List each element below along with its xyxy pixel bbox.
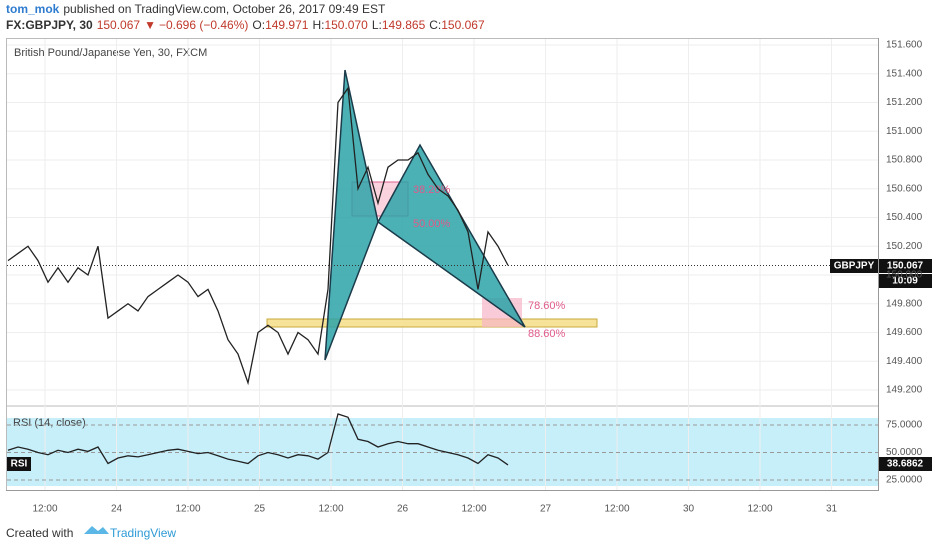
time-tick-label: 12:00 bbox=[318, 504, 343, 515]
fib-label: 38.20% bbox=[413, 184, 451, 196]
quote-line: FX:GBPJPY, 30 150.067 ▼ −0.696 (−0.46%) O:14… bbox=[6, 18, 485, 32]
time-tick-label: 12:00 bbox=[461, 504, 486, 515]
last: 150.067 bbox=[97, 18, 141, 32]
price-tick-label: 149.200 bbox=[886, 385, 923, 396]
ohlc-value: 149.971 bbox=[265, 18, 309, 32]
countdown-box bbox=[879, 274, 932, 288]
time-tick-label: 30 bbox=[683, 504, 695, 515]
rsi-value-box bbox=[879, 457, 932, 471]
ohlc-value: 149.865 bbox=[382, 18, 426, 32]
time-tick-label: 25 bbox=[254, 504, 266, 515]
chart-title: British Pound/Japanese Yen, 30, FXCM bbox=[14, 47, 207, 59]
pattern-bcd bbox=[377, 143, 526, 328]
ohlc-label: C: bbox=[429, 18, 441, 32]
time-tick-label: 12:00 bbox=[747, 504, 772, 515]
rsi-tag-box bbox=[7, 457, 31, 471]
grid bbox=[7, 39, 878, 490]
price-tick-label: 151.600 bbox=[886, 40, 923, 51]
symbol-tag-box bbox=[830, 259, 878, 273]
pattern-xab bbox=[324, 69, 379, 361]
rsi-value: 38.6862 bbox=[887, 459, 924, 470]
arrow: ▼ bbox=[144, 18, 156, 32]
footer-created: Created with bbox=[6, 526, 73, 540]
price-tick-label: 150.000 bbox=[886, 270, 923, 281]
price-tick-label: 151.400 bbox=[886, 68, 923, 79]
rsi-title: RSI (14, close) bbox=[13, 417, 86, 429]
rsi-line bbox=[7, 413, 509, 466]
time-tick-label: 12:00 bbox=[175, 504, 200, 515]
price-tick-label: 151.000 bbox=[886, 126, 923, 137]
time-tick-label: 27 bbox=[540, 504, 552, 515]
rsi-tag: RSI bbox=[11, 459, 28, 470]
price-tick-label: 150.600 bbox=[886, 183, 923, 194]
ohlc-label: O: bbox=[252, 18, 265, 32]
change: −0.696 (−0.46%) bbox=[159, 18, 248, 32]
author[interactable]: tom_mok bbox=[6, 2, 60, 16]
time-tick-label: 12:00 bbox=[32, 504, 57, 515]
price-tag-box bbox=[879, 259, 932, 273]
brand-logo bbox=[84, 526, 109, 534]
fib-label: 50.00% bbox=[413, 218, 451, 230]
ohlc-label: H: bbox=[312, 18, 324, 32]
price-tag: 150.067 bbox=[887, 261, 924, 272]
time-tick-label: 12:00 bbox=[604, 504, 629, 515]
countdown: 10:09 bbox=[892, 276, 918, 287]
published: published on TradingView.com, October 26… bbox=[63, 2, 386, 16]
symbol: FX:GBPJPY, 30 bbox=[6, 18, 93, 32]
time-tick-label: 24 bbox=[111, 504, 123, 515]
ohlc-label: L: bbox=[372, 18, 382, 32]
rsi-tick-label: 25.0000 bbox=[886, 475, 923, 486]
ohlc-value: 150.070 bbox=[324, 18, 368, 32]
fib-label: 78.60% bbox=[528, 300, 566, 312]
price-tick-label: 150.400 bbox=[886, 212, 923, 223]
price-tick-label: 150.200 bbox=[886, 241, 923, 252]
header-line: tom_mok published on TradingView.com, Oct… bbox=[6, 2, 386, 16]
time-tick-label: 31 bbox=[826, 504, 838, 515]
price-line bbox=[7, 86, 509, 386]
price-tick-label: 149.800 bbox=[886, 298, 923, 309]
price-tick-label: 151.200 bbox=[886, 97, 923, 108]
ohlc-value: 150.067 bbox=[441, 18, 485, 32]
fib-label: 88.60% bbox=[528, 328, 566, 340]
price-tick-label: 150.800 bbox=[886, 155, 923, 166]
footer-brand[interactable]: TradingView bbox=[110, 526, 176, 540]
price-tick-label: 149.600 bbox=[886, 327, 923, 338]
time-tick-label: 26 bbox=[397, 504, 409, 515]
price-tick-label: 149.400 bbox=[886, 356, 923, 367]
rsi-tick-label: 50.0000 bbox=[886, 447, 923, 458]
symbol-tag: GBPJPY bbox=[834, 261, 875, 272]
rsi-tick-label: 75.0000 bbox=[886, 420, 923, 431]
support-zone bbox=[266, 318, 598, 328]
